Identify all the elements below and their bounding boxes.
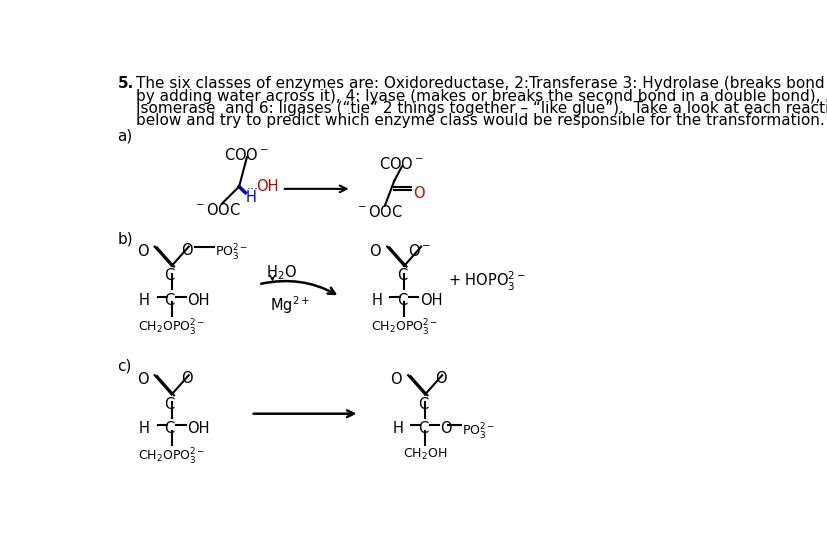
- Text: C: C: [396, 293, 407, 308]
- Text: 5.: 5.: [117, 76, 133, 91]
- Text: The six classes of enzymes are: Oxidoreductase, 2:Transferase 3: Hydrolase (brea: The six classes of enzymes are: Oxidored…: [136, 76, 824, 91]
- Text: by adding water across it), 4: lyase (makes or breaks the second bond in a doubl: by adding water across it), 4: lyase (ma…: [136, 88, 827, 104]
- Text: CH$_2$OPO$_3^{2-}$: CH$_2$OPO$_3^{2-}$: [370, 318, 437, 338]
- Text: C: C: [164, 396, 174, 412]
- Text: O: O: [136, 372, 148, 387]
- Text: H: H: [139, 293, 150, 308]
- Text: C: C: [164, 293, 174, 308]
- Text: O: O: [136, 244, 148, 259]
- Text: C: C: [164, 422, 174, 436]
- Text: + HOPO$_3^{2-}$: + HOPO$_3^{2-}$: [448, 270, 526, 293]
- Text: O: O: [181, 243, 193, 258]
- Text: OH: OH: [256, 179, 279, 194]
- Text: Isomerase  and 6: ligases (“tie” 2 things together – “like glue”).  Take a look : Isomerase and 6: ligases (“tie” 2 things…: [136, 101, 827, 116]
- Text: H: H: [245, 190, 256, 206]
- Text: CH$_2$OH: CH$_2$OH: [403, 447, 447, 462]
- Text: OH: OH: [187, 422, 209, 436]
- Text: C: C: [417, 396, 428, 412]
- Text: CH$_2$OPO$_3^{2-}$: CH$_2$OPO$_3^{2-}$: [138, 447, 205, 467]
- Text: Mg$^{2+}$: Mg$^{2+}$: [270, 295, 310, 316]
- Text: O$^-$: O$^-$: [408, 243, 431, 259]
- Text: O: O: [181, 371, 193, 386]
- Text: H$_2$O: H$_2$O: [266, 264, 297, 282]
- Text: COO$^-$: COO$^-$: [224, 147, 269, 162]
- Text: H: H: [139, 422, 150, 436]
- Text: O: O: [390, 372, 401, 387]
- Text: O: O: [434, 371, 446, 386]
- Text: C: C: [164, 268, 174, 283]
- Text: H: H: [371, 293, 382, 308]
- Text: O: O: [440, 422, 452, 436]
- Text: C: C: [417, 422, 428, 436]
- Text: $^-$OOC: $^-$OOC: [355, 204, 403, 220]
- Text: O: O: [369, 244, 380, 259]
- Text: PO$_3^{2-}$: PO$_3^{2-}$: [215, 243, 248, 263]
- Text: c): c): [117, 358, 131, 374]
- Text: CH$_2$OPO$_3^{2-}$: CH$_2$OPO$_3^{2-}$: [138, 318, 205, 338]
- Text: ...: ...: [246, 179, 259, 192]
- Text: OH: OH: [419, 293, 442, 308]
- Text: C: C: [396, 268, 407, 283]
- Text: O: O: [412, 186, 424, 201]
- Text: b): b): [117, 231, 133, 246]
- Text: a): a): [117, 129, 132, 144]
- Text: PO$_3^{2-}$: PO$_3^{2-}$: [461, 422, 495, 441]
- Text: OH: OH: [187, 293, 209, 308]
- Text: H: H: [392, 422, 403, 436]
- Text: $^-$OOC: $^-$OOC: [193, 202, 240, 218]
- Text: below and try to predict which enzyme class would be responsible for the transfo: below and try to predict which enzyme cl…: [136, 113, 824, 128]
- Text: COO$^-$: COO$^-$: [379, 156, 423, 172]
